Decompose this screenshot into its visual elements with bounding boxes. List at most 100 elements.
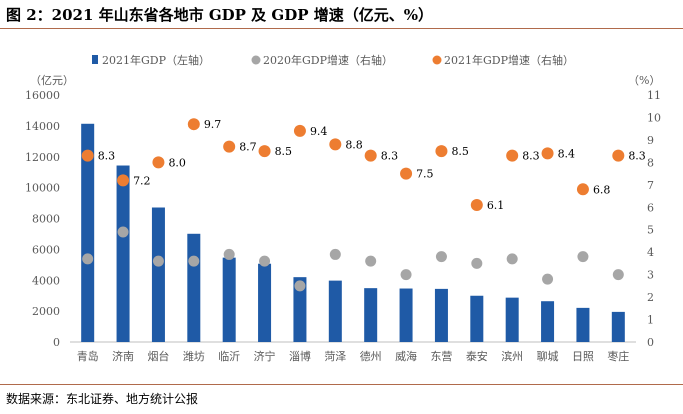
point-2021: [612, 149, 625, 162]
bar: [541, 301, 555, 342]
right-axis-unit: （%）: [628, 74, 660, 87]
data-label: 7.2: [133, 174, 151, 187]
point-2021: [117, 174, 130, 187]
point-2021: [258, 145, 271, 158]
point-2020: [435, 251, 447, 263]
legend: 2021年GDP（左轴） 2020年GDP增速（右轴） 2021年GDP增速（右轴）: [92, 53, 574, 67]
left-tick-label: 6000: [32, 243, 60, 256]
left-tick-label: 4000: [32, 274, 60, 287]
category-label: 日照: [572, 350, 594, 363]
category-label: 淄博: [289, 350, 311, 363]
bar: [258, 263, 272, 342]
bar: [151, 207, 165, 342]
legend-label: 2021年GDP（左轴）: [102, 53, 210, 67]
point-2021: [400, 167, 413, 180]
category-label: 滨州: [501, 349, 523, 363]
right-tick-label: 2: [647, 291, 654, 304]
data-label: 8.5: [275, 145, 293, 158]
point-2021: [81, 149, 94, 162]
right-tick-label: 6: [647, 201, 654, 214]
point-2020: [223, 248, 235, 260]
bar: [470, 295, 484, 342]
point-2020: [471, 257, 483, 269]
point-2020: [365, 255, 377, 267]
data-label: 7.5: [416, 168, 434, 181]
point-2021: [541, 147, 554, 160]
right-tick-label: 5: [647, 224, 654, 237]
legend-label: 2021年GDP增速（右轴）: [444, 53, 574, 67]
right-tick-label: 9: [647, 134, 654, 147]
left-tick-label: 2000: [32, 305, 60, 318]
point-2020: [259, 255, 271, 267]
footer-divider: [0, 384, 683, 385]
bar: [611, 311, 625, 342]
data-label: 8.3: [628, 150, 646, 163]
left-tick-label: 0: [53, 336, 60, 349]
data-label: 8.5: [451, 145, 469, 158]
data-labels: 8.3 7.2 8.0 9.7 8.7 8.5 9.4 8.8 8.3 7.5 8.5 6.1 8.3 8…: [98, 118, 646, 212]
category-label: 泰安: [466, 349, 488, 363]
category-label: 聊城: [537, 349, 559, 363]
point-2020: [542, 273, 554, 285]
category-label: 枣庄: [607, 349, 629, 363]
bar: [434, 288, 448, 342]
right-tick-label: 1: [647, 314, 654, 327]
category-label: 青岛: [77, 349, 99, 363]
point-2020: [152, 255, 164, 267]
category-label: 济宁: [254, 349, 276, 363]
bar: [81, 123, 95, 342]
right-tick-label: 7: [647, 179, 654, 192]
category-label: 潍坊: [183, 349, 205, 363]
point-2021: [329, 138, 342, 151]
bar: [576, 307, 590, 342]
legend-point-swatch: [432, 55, 442, 65]
category-label: 威海: [395, 349, 417, 363]
point-2021: [364, 149, 377, 162]
right-tick-label: 11: [647, 89, 661, 102]
left-axis: 0 2000 4000 6000 8000 10000 12000 14000 16000: [25, 89, 60, 349]
right-tick-label: 8: [647, 156, 654, 169]
bar: [399, 288, 413, 342]
data-label: 8.7: [239, 141, 257, 154]
category-label: 烟台: [147, 349, 169, 363]
point-2021: [223, 140, 236, 153]
bar: [222, 257, 236, 342]
bar: [505, 297, 519, 342]
right-tick-label: 10: [647, 111, 661, 124]
scatter-series-2021: [81, 118, 625, 212]
point-2020: [400, 269, 412, 281]
data-label: 8.3: [381, 150, 399, 163]
scatter-series-2020: [82, 226, 624, 292]
category-label: 东营: [430, 349, 452, 363]
category-label: 济南: [112, 349, 134, 363]
point-2020: [294, 280, 306, 292]
point-2020: [188, 255, 200, 267]
category-label: 临沂: [218, 349, 240, 363]
data-label: 8.3: [98, 150, 116, 163]
data-label: 9.4: [310, 125, 328, 138]
right-tick-label: 4: [647, 246, 654, 259]
data-label: 8.3: [522, 150, 540, 163]
point-2021: [187, 118, 200, 131]
left-tick-label: 12000: [25, 151, 60, 164]
chart: 2021年GDP（左轴） 2020年GDP增速（右轴） 2021年GDP增速（右轴）…: [25, 53, 661, 363]
point-2020: [117, 226, 129, 238]
source-note: 数据来源：东北证券、地方统计公报: [6, 392, 199, 406]
title-divider: [0, 28, 683, 29]
left-tick-label: 10000: [25, 182, 60, 195]
legend-bar-swatch: [92, 55, 98, 64]
point-2021: [506, 149, 519, 162]
chart-title: 图 2：2021 年山东省各地市 GDP 及 GDP 增速（亿元、%）: [6, 6, 433, 24]
bar: [293, 277, 307, 342]
data-label: 6.8: [593, 183, 611, 196]
data-label: 9.7: [204, 118, 222, 131]
left-axis-unit: （亿元）: [30, 74, 74, 87]
point-2020: [82, 253, 94, 265]
bar: [187, 233, 201, 342]
left-tick-label: 8000: [32, 213, 60, 226]
category-label: 菏泽: [324, 350, 346, 363]
legend-label: 2020年GDP增速（右轴）: [263, 53, 393, 67]
bar: [328, 280, 342, 342]
category-label: 德州: [360, 349, 382, 363]
data-label: 8.0: [168, 156, 186, 169]
